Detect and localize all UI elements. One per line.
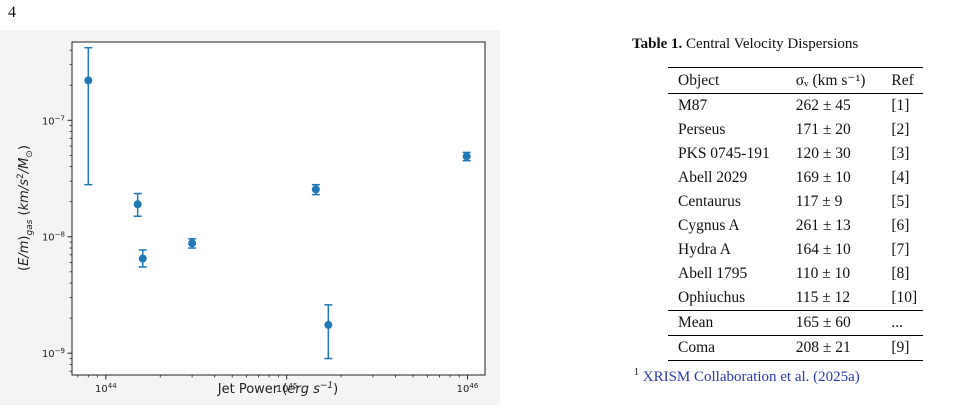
page-number: 4 (8, 4, 16, 21)
cell-object: Cygnus A (678, 217, 740, 234)
table-row: Hydra A 164 ± 10 [7] (668, 238, 923, 262)
cell-object: Abell 2029 (678, 169, 748, 186)
cell-sigma: 169 ± 10 (795, 169, 851, 186)
cell-ref: [7] (891, 241, 910, 258)
cell-ref: [10] (891, 289, 918, 306)
cell-sigma: 208 ± 21 (795, 339, 851, 356)
y-tick-label: 10−7 (42, 114, 65, 127)
y-tick-label: 10−8 (42, 231, 65, 244)
major-ticks (67, 119, 468, 380)
cell-sigma: 120 ± 30 (795, 145, 851, 162)
cell-sigma: 171 ± 20 (795, 121, 851, 138)
cell-object: Hydra A (678, 241, 731, 258)
table-row-mean: Mean 165 ± 60 ... (668, 310, 924, 336)
table-row: Abell 1795 110 ± 10 [8] (668, 262, 923, 286)
y-tick-label: 10−9 (42, 347, 65, 360)
cell-ref: [4] (891, 169, 910, 186)
x-tick-label: 1044 (95, 382, 117, 395)
cell-object: Abell 1795 (678, 265, 748, 282)
cell-object: Ophiuchus (678, 289, 746, 306)
x-axis-label: Jet Power (erg s−1) (217, 381, 338, 397)
cell-ref: [9] (891, 339, 910, 356)
cell-ref: [2] (891, 121, 910, 138)
x-tick-label: 1045 (276, 382, 298, 395)
footnote-citation-link[interactable]: XRISM Collaboration et al. (2025a) (642, 369, 860, 385)
cell-object: PKS 0745-191 (678, 145, 770, 162)
header-object: Object (678, 71, 720, 89)
cell-ref: [3] (891, 145, 910, 162)
cell-ref: [8] (891, 265, 910, 282)
data-point (84, 76, 93, 85)
velocity-dispersion-table: Object σᵥ (km s⁻¹) Ref M87 262 ± 45 [1] … (668, 67, 924, 361)
table-row-coma: Coma 208 ± 21 [9] (668, 336, 924, 361)
cell-sigma: 164 ± 10 (795, 241, 851, 258)
table-row: M87 262 ± 45 [1] (668, 94, 923, 119)
cell-ref: ... (891, 314, 904, 331)
table-row: Ophiuchus 115 ± 12 [10] (668, 286, 923, 311)
cell-ref: [6] (891, 217, 910, 234)
table-caption-text: Central Velocity Dispersions (686, 36, 859, 52)
table-row: Abell 2029 169 ± 10 [4] (668, 166, 923, 190)
cell-sigma: 261 ± 13 (795, 217, 851, 234)
scatter-chart: 1044 1045 1046 10−9 10−8 10−7 Jet Power (erg … (0, 30, 500, 405)
table-row: Perseus 171 ± 20 [2] (668, 118, 923, 142)
x-tick-label: 1046 (457, 382, 479, 395)
header-sigma: σᵥ (km s⁻¹) (795, 72, 866, 89)
table-caption: Table 1. Central Velocity Dispersions (632, 36, 973, 53)
data-point (138, 254, 147, 263)
table-caption-label: Table 1. (632, 36, 683, 52)
tick-labels: 1044 1045 1046 10−9 10−8 10−7 (42, 114, 479, 395)
data-point (462, 152, 471, 161)
chart-figure: 1044 1045 1046 10−9 10−8 10−7 Jet Power (erg … (0, 30, 500, 405)
cell-object: Coma (678, 339, 716, 356)
table-row: PKS 0745-191 120 ± 30 [3] (668, 142, 923, 166)
table-block: Table 1. Central Velocity Dispersions Ob… (628, 36, 973, 386)
cell-sigma: 117 ± 9 (795, 193, 843, 210)
table-header-row: Object σᵥ (km s⁻¹) Ref (668, 67, 924, 94)
table-row: Cygnus A 261 ± 13 [6] (668, 214, 923, 238)
y-axis-label: (E/m)gas (km/s2/M⊙) (16, 145, 35, 271)
footnote: 1 XRISM Collaboration et al. (2025a) (634, 367, 973, 386)
header-ref: Ref (891, 71, 914, 89)
cell-sigma: 165 ± 60 (795, 314, 851, 331)
cell-sigma: 110 ± 10 (795, 265, 851, 282)
data-point (311, 185, 320, 194)
footnote-marker: 1 (634, 367, 639, 378)
data-point (188, 239, 197, 248)
table-row: Centaurus 117 ± 9 [5] (668, 190, 923, 214)
cell-ref: [5] (891, 193, 910, 210)
cell-object: Centaurus (678, 193, 741, 210)
plot-frame (71, 41, 486, 376)
cell-object: Perseus (678, 121, 726, 138)
cell-ref: [1] (891, 97, 910, 114)
cell-object: Mean (678, 314, 714, 331)
data-points (84, 76, 471, 329)
cell-sigma: 262 ± 45 (795, 97, 851, 114)
data-point (133, 200, 142, 209)
data-point (324, 320, 333, 329)
cell-object: M87 (678, 97, 708, 114)
plot-area (72, 42, 485, 375)
cell-sigma: 115 ± 12 (795, 289, 851, 306)
